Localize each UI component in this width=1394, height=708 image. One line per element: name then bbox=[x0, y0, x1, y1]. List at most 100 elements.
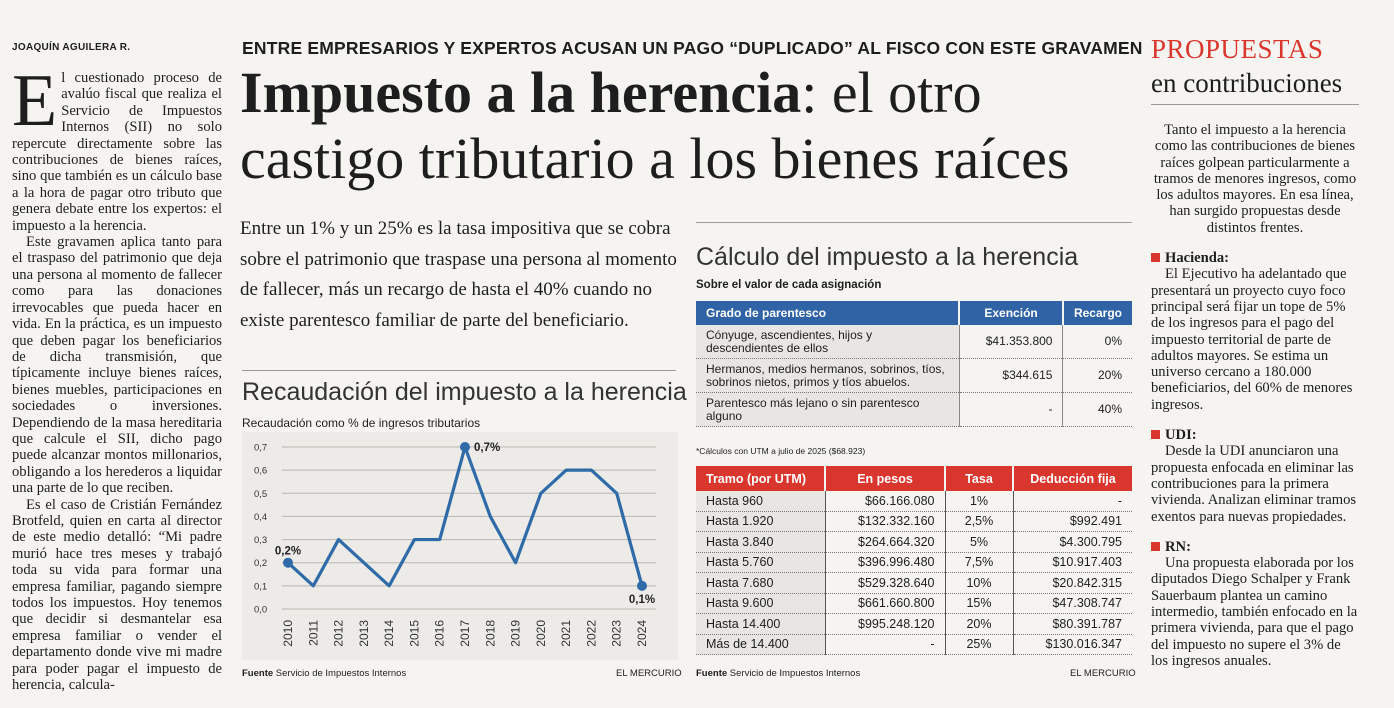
data-point bbox=[460, 442, 470, 452]
table-cell: - bbox=[824, 634, 945, 655]
proposal-heading: UDI: bbox=[1151, 427, 1359, 443]
proposal-label: Hacienda: bbox=[1165, 250, 1230, 267]
line-chart: 0,0 0,1 0,2 0,3 0,4 0,5 0,6 0,7 2010 2011 2012 201… bbox=[242, 432, 678, 660]
table-cell: $20.842.315 bbox=[1012, 572, 1132, 594]
table-cell: Hasta 14.400 bbox=[696, 613, 825, 635]
lede: Entre un 1% y un 25% es la tasa impositi… bbox=[240, 218, 677, 331]
table-cell: 25% bbox=[944, 634, 1013, 655]
table-cell: $10.917.403 bbox=[1012, 552, 1132, 573]
table-note: *Cálculos con UTM a julio de 2025 ($68.9… bbox=[696, 446, 866, 456]
source-text: Servicio de Impuestos Internos bbox=[729, 668, 861, 679]
table-cell: $992.491 bbox=[1012, 511, 1132, 532]
table-row: Hasta 9.600 $661.660.800 15% $47.308.747 bbox=[696, 593, 1132, 614]
divider bbox=[696, 222, 1132, 223]
y-tick-label: 0,0 bbox=[254, 605, 267, 616]
table-title: Cálculo del impuesto a la herencia bbox=[696, 243, 1079, 271]
headline-rest: : el otro castigo tributario a los biene… bbox=[240, 60, 1070, 191]
chart-subtitle: Recaudación como % de ingresos tributari… bbox=[242, 416, 481, 430]
sidebar-subtitle: en contribuciones bbox=[1151, 68, 1343, 98]
x-tick-label: 2024 bbox=[635, 620, 649, 647]
y-tick-label: 0,4 bbox=[254, 512, 267, 523]
table-cell: $661.660.800 bbox=[824, 593, 945, 614]
table-row: Hasta 7.680 $529.328.640 10% $20.842.315 bbox=[696, 572, 1132, 594]
table-cell: $132.332.160 bbox=[824, 511, 945, 532]
table-header: Tramo (por UTM) bbox=[696, 466, 826, 491]
y-tick-label: 0,5 bbox=[254, 489, 267, 500]
table-cell: Parentesco más lejano o sin parentesco a… bbox=[696, 392, 960, 427]
table-header: Grado de parentesco bbox=[696, 301, 961, 325]
sidebar-intro: Tanto el impuesto a la herencia como las… bbox=[1153, 122, 1357, 236]
table-row: Más de 14.400-25% $130.016.347 bbox=[696, 634, 1132, 655]
table-cell: 5% bbox=[944, 531, 1013, 553]
table-cell: 2,5% bbox=[944, 511, 1013, 532]
body-paragraph-2: Este gravamen aplica tanto para el trasp… bbox=[12, 234, 222, 497]
proposal-heading: Hacienda: bbox=[1151, 250, 1359, 266]
bullet-square-icon bbox=[1151, 541, 1160, 551]
relationship-table: Grado de parentesco Exención Recargo Cón… bbox=[696, 301, 1132, 427]
x-tick-label: 2022 bbox=[584, 620, 598, 647]
table-row: Hasta 960 $66.166.080 1% - bbox=[696, 491, 1132, 512]
table-header: Deducción fija bbox=[1013, 466, 1132, 491]
x-tick-label: 2021 bbox=[559, 620, 573, 647]
table-cell: 15% bbox=[944, 593, 1013, 614]
body-paragraph-3: Es el caso de Cristián Fernández Brotfel… bbox=[12, 496, 222, 694]
data-point bbox=[637, 580, 647, 591]
chart-source: Fuente Servicio de Impuestos Internos bbox=[242, 668, 406, 679]
x-tick-label: 2017 bbox=[458, 620, 472, 647]
proposal-heading: RN: bbox=[1151, 539, 1359, 555]
table-cell: $264.664.320 bbox=[824, 531, 945, 553]
x-tick-label: 2019 bbox=[509, 620, 523, 647]
bracket-table: Tramo (por UTM) En pesos Tasa Deducción … bbox=[696, 466, 1132, 655]
data-label: 0,2% bbox=[275, 546, 301, 558]
bullet-square-icon bbox=[1151, 430, 1160, 440]
byline: JOAQUÍN AGUILERA R. bbox=[12, 42, 131, 53]
y-tick-label: 0,2 bbox=[254, 558, 267, 569]
table-cell: $4.300.795 bbox=[1012, 531, 1132, 553]
table-cell: Más de 14.400 bbox=[696, 634, 825, 655]
table-header: En pesos bbox=[825, 466, 946, 491]
table-cell: $130.016.347 bbox=[1012, 634, 1132, 655]
table-header: Tasa bbox=[945, 466, 1014, 491]
table-cell: 20% bbox=[1062, 358, 1132, 393]
x-tick-label: 2015 bbox=[407, 620, 421, 647]
divider bbox=[1151, 104, 1359, 105]
source-label: Fuente bbox=[242, 668, 274, 679]
table-cell: Hasta 9.600 bbox=[696, 593, 825, 614]
table-cell: Hasta 960 bbox=[696, 491, 825, 512]
table-row: Parentesco más lejano o sin parentesco a… bbox=[696, 392, 1132, 427]
table-cell: $47.308.747 bbox=[1012, 593, 1132, 614]
divider bbox=[242, 370, 676, 371]
drop-cap: E bbox=[12, 60, 58, 142]
y-tick-label: 0,7 bbox=[254, 443, 267, 454]
table-row: Hasta 1.920 $132.332.160 2,5% $992.491 bbox=[696, 511, 1132, 532]
table-cell: Hasta 3.840 bbox=[696, 531, 825, 553]
table-cell: 7,5% bbox=[944, 552, 1013, 573]
table-header: Exención bbox=[959, 301, 1064, 325]
x-tick-label: 2011 bbox=[306, 620, 320, 646]
table-row: Cónyuge, ascendientes, hijos y descendie… bbox=[696, 325, 1132, 359]
table-cell: Hermanos, medios hermanos, sobrinos, tío… bbox=[696, 358, 960, 393]
table-row: Hasta 5.760 $396.996.480 7,5% $10.917.403 bbox=[696, 552, 1132, 573]
sidebar-title: PROPUESTAS bbox=[1151, 34, 1324, 64]
y-tick-label: 0,1 bbox=[254, 581, 267, 592]
table-row: Hasta 14.400 $995.248.120 20% $80.391.787 bbox=[696, 613, 1132, 635]
x-tick-label: 2018 bbox=[483, 620, 497, 647]
table-cell: $995.248.120 bbox=[824, 613, 945, 635]
data-label: 0,7% bbox=[474, 442, 500, 454]
table-cell: 10% bbox=[944, 572, 1013, 594]
table-cell: $396.996.480 bbox=[824, 552, 945, 573]
x-tick-label: 2014 bbox=[382, 620, 396, 647]
y-tick-label: 0,3 bbox=[254, 535, 267, 546]
proposal-text: El Ejecutivo ha adelantado que presentar… bbox=[1151, 266, 1353, 413]
table-cell: Cónyuge, ascendientes, hijos y descendie… bbox=[696, 325, 960, 359]
x-tick-label: 2023 bbox=[610, 620, 624, 647]
table-cell: Hasta 5.760 bbox=[696, 552, 825, 573]
data-point bbox=[283, 557, 293, 568]
table-header: Recargo bbox=[1062, 301, 1132, 325]
table-credit: EL MERCURIO bbox=[1070, 668, 1136, 679]
table-cell: $344.615 bbox=[958, 358, 1063, 393]
table-cell: Hasta 1.920 bbox=[696, 511, 825, 532]
data-label: 0,1% bbox=[629, 594, 655, 606]
table-cell: Hasta 7.680 bbox=[696, 572, 825, 594]
